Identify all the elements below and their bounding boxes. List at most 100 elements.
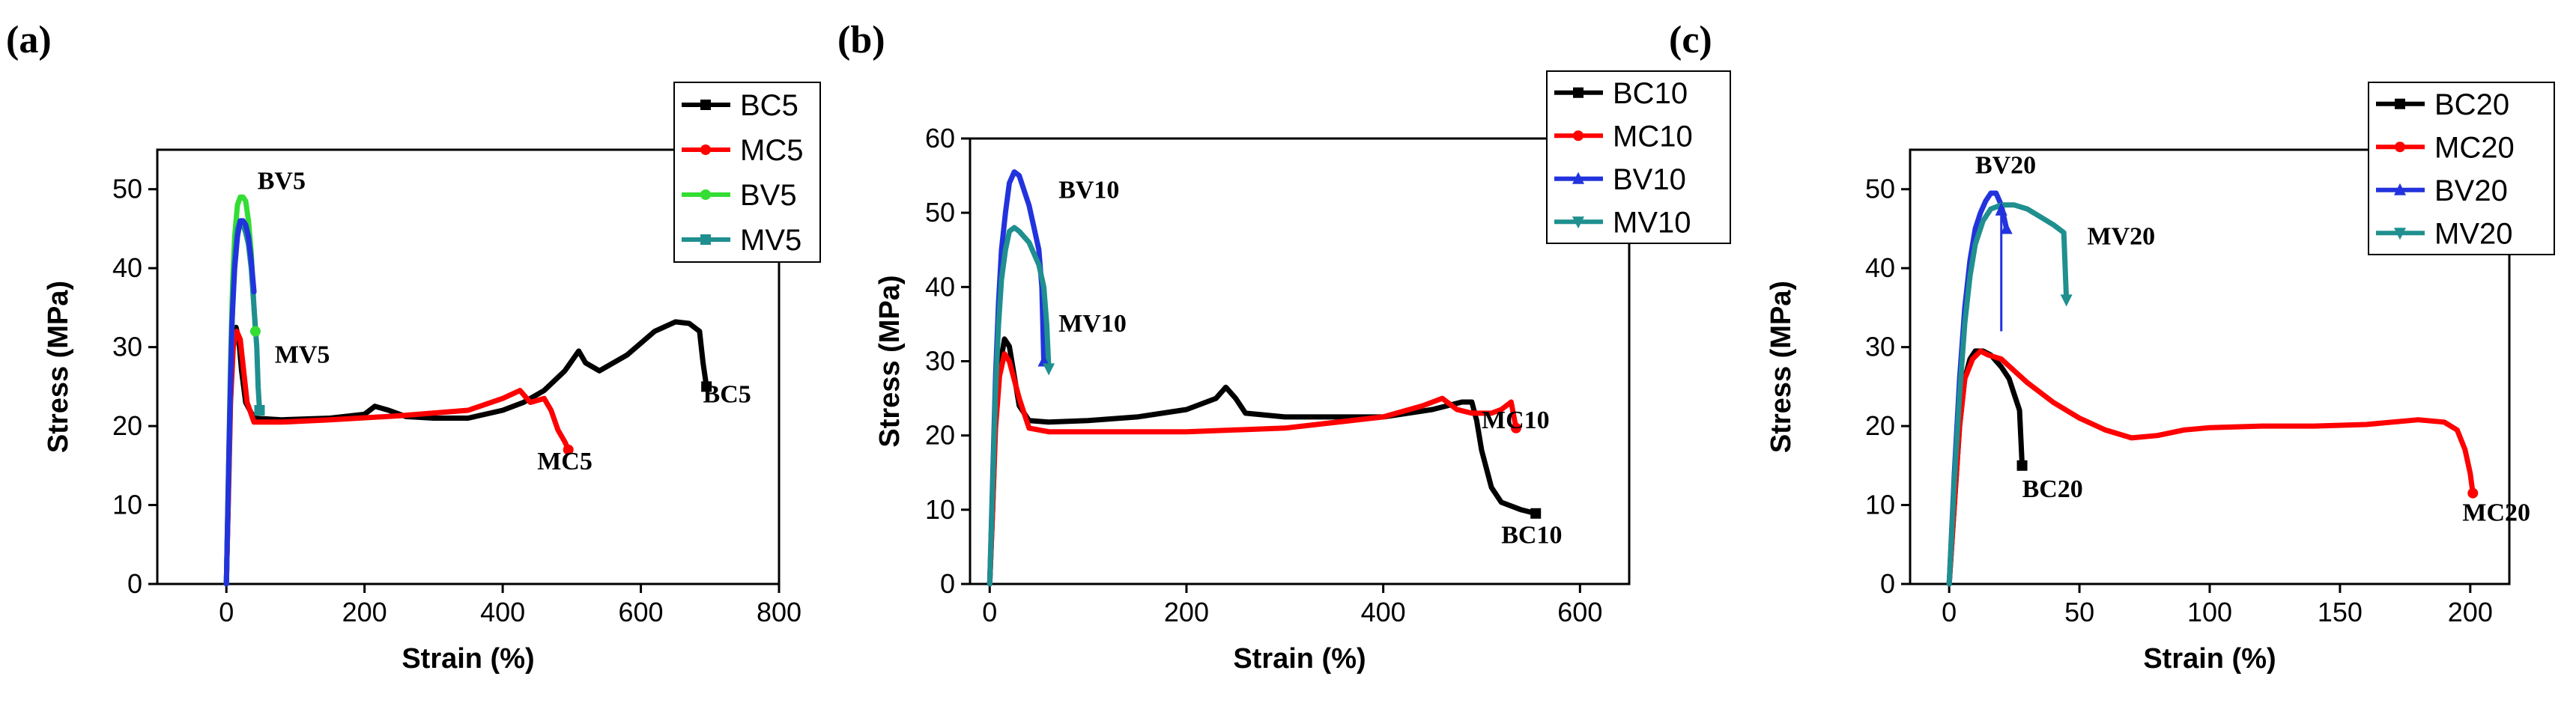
chart-panel-1: (a) 0 200 400 600 800 0 10 20 30 40 50 Strain (%) Str… [6, 19, 821, 675]
x-tick-label: 200 [2448, 597, 2493, 627]
y-tick-label: 20 [1865, 410, 1895, 441]
chart-panel-2: (b) 0 200 400 600 0 10 20 30 40 50 60 Strain (%) Stre… [837, 19, 1731, 675]
series-line-bc10 [987, 336, 1539, 587]
end-marker-bc5 [701, 381, 712, 392]
panel-label: (b) [837, 19, 885, 61]
annotation-mv10: MV10 [1058, 310, 1127, 338]
annotation-mc10: MC10 [1482, 407, 1550, 434]
series-line-mc5 [223, 329, 572, 587]
y-tick-label: 30 [925, 346, 955, 377]
y-tick-label: 0 [1880, 568, 1895, 599]
y-tick-label: 10 [1865, 490, 1895, 520]
legend-box [2368, 82, 2555, 255]
annotation-mv20: MV20 [2088, 223, 2156, 251]
x-tick-label: 400 [480, 597, 525, 627]
legend-label: BC5 [740, 89, 798, 122]
legend-label: MV10 [1613, 206, 1691, 239]
series-line-mv20 [1946, 202, 2070, 587]
annotation-bc10: BC10 [1501, 521, 1562, 549]
y-tick-label: 30 [1865, 332, 1895, 362]
end-marker-mv5 [254, 405, 265, 416]
legend-swatch-marker [2394, 183, 2406, 195]
end-marker-bc10 [1530, 508, 1542, 519]
legend-swatch-marker [1572, 216, 1584, 229]
y-tick-label: 30 [112, 332, 142, 362]
legend-box [1546, 70, 1731, 244]
annotation-bv5: BV5 [258, 168, 306, 195]
x-axis-label: Strain (%) [2143, 643, 2276, 675]
drop-arrow-head [1995, 201, 2007, 216]
y-tick-label: 0 [127, 568, 142, 599]
panel-label: (a) [6, 19, 52, 61]
y-tick-label: 50 [112, 174, 142, 204]
legend-label: BC20 [2434, 88, 2509, 121]
series-line-bv5-overlay [223, 218, 257, 587]
annotation-bv10: BV10 [1058, 176, 1119, 204]
annotation-mc5: MC5 [537, 448, 593, 475]
plot-frame [156, 148, 781, 585]
y-tick-label: 10 [112, 490, 142, 520]
legend-swatch-marker [2394, 228, 2406, 240]
y-tick-label: 10 [925, 494, 955, 525]
end-marker-mv20 [2060, 294, 2073, 307]
y-tick-label: 50 [1865, 174, 1895, 204]
series-line-mc20 [1946, 348, 2476, 587]
legend-label: MV20 [2434, 217, 2513, 250]
legend-swatch-marker [700, 100, 711, 110]
end-marker-mc5 [563, 444, 574, 455]
y-axis-label: Stress (MPa) [874, 275, 906, 447]
y-tick-label: 40 [925, 271, 955, 302]
y-tick-label: 60 [925, 123, 955, 153]
x-tick-label: 600 [619, 597, 664, 627]
legend: BC20 MC20 BV20 MV20 [2368, 82, 2555, 255]
x-tick-label: 200 [342, 597, 387, 627]
end-marker-mv10 [1043, 363, 1055, 376]
y-tick-label: 20 [925, 420, 955, 451]
legend-label: BV10 [1613, 163, 1686, 196]
x-tick-label: 400 [1361, 597, 1406, 627]
chart-panel-3: (c) 0 50 100 150 200 0 10 20 30 40 50 Strain (%) Stre… [1669, 19, 2555, 675]
legend-swatch-marker [1573, 87, 1584, 98]
end-marker-bv5 [249, 326, 261, 337]
panel-label: (c) [1669, 19, 1712, 61]
end-marker-mc20 [2467, 487, 2479, 499]
x-tick-label: 0 [982, 597, 997, 627]
legend-swatch-marker [700, 189, 711, 200]
end-marker-mc10 [1510, 422, 1521, 433]
legend-box [673, 82, 821, 263]
legend-label: MV5 [740, 224, 801, 257]
x-tick-label: 800 [757, 597, 801, 627]
y-tick-label: 40 [1865, 252, 1895, 283]
series-line-mv10 [987, 225, 1052, 587]
end-marker-bv20 [2000, 222, 2013, 234]
legend-label: BC10 [1613, 77, 1688, 110]
legend: BC10 MC10 BV10 MV10 [1546, 70, 1731, 244]
series-line-mc10 [987, 351, 1519, 587]
legend-swatch-marker [700, 144, 711, 155]
end-marker-bc20 [2016, 460, 2028, 471]
legend-swatch-marker [2395, 141, 2405, 153]
legend-swatch-marker [1573, 130, 1584, 141]
annotation-bc5: BC5 [703, 380, 751, 408]
y-tick-label: 20 [112, 410, 142, 441]
annotation-bc20: BC20 [2022, 475, 2083, 503]
annotation-mv5: MV5 [275, 341, 330, 369]
legend-label: BV5 [740, 179, 797, 212]
x-tick-label: 0 [1942, 597, 1957, 627]
annotation-mc20: MC20 [2462, 499, 2530, 527]
legend-label: MC10 [1613, 120, 1693, 153]
legend-swatch-marker [2395, 98, 2405, 109]
x-tick-label: 0 [219, 597, 234, 627]
x-axis-label: Strain (%) [401, 643, 534, 675]
legend-swatch-marker [700, 234, 711, 245]
legend-label: BV20 [2434, 174, 2508, 207]
x-tick-label: 150 [2318, 597, 2363, 627]
x-tick-label: 600 [1557, 597, 1602, 627]
y-tick-label: 0 [940, 568, 955, 599]
legend-label: MC5 [740, 134, 803, 167]
x-tick-label: 50 [2064, 597, 2094, 627]
legend-swatch-marker [1572, 171, 1584, 184]
y-tick-label: 40 [112, 252, 142, 283]
x-tick-label: 100 [2187, 597, 2232, 627]
